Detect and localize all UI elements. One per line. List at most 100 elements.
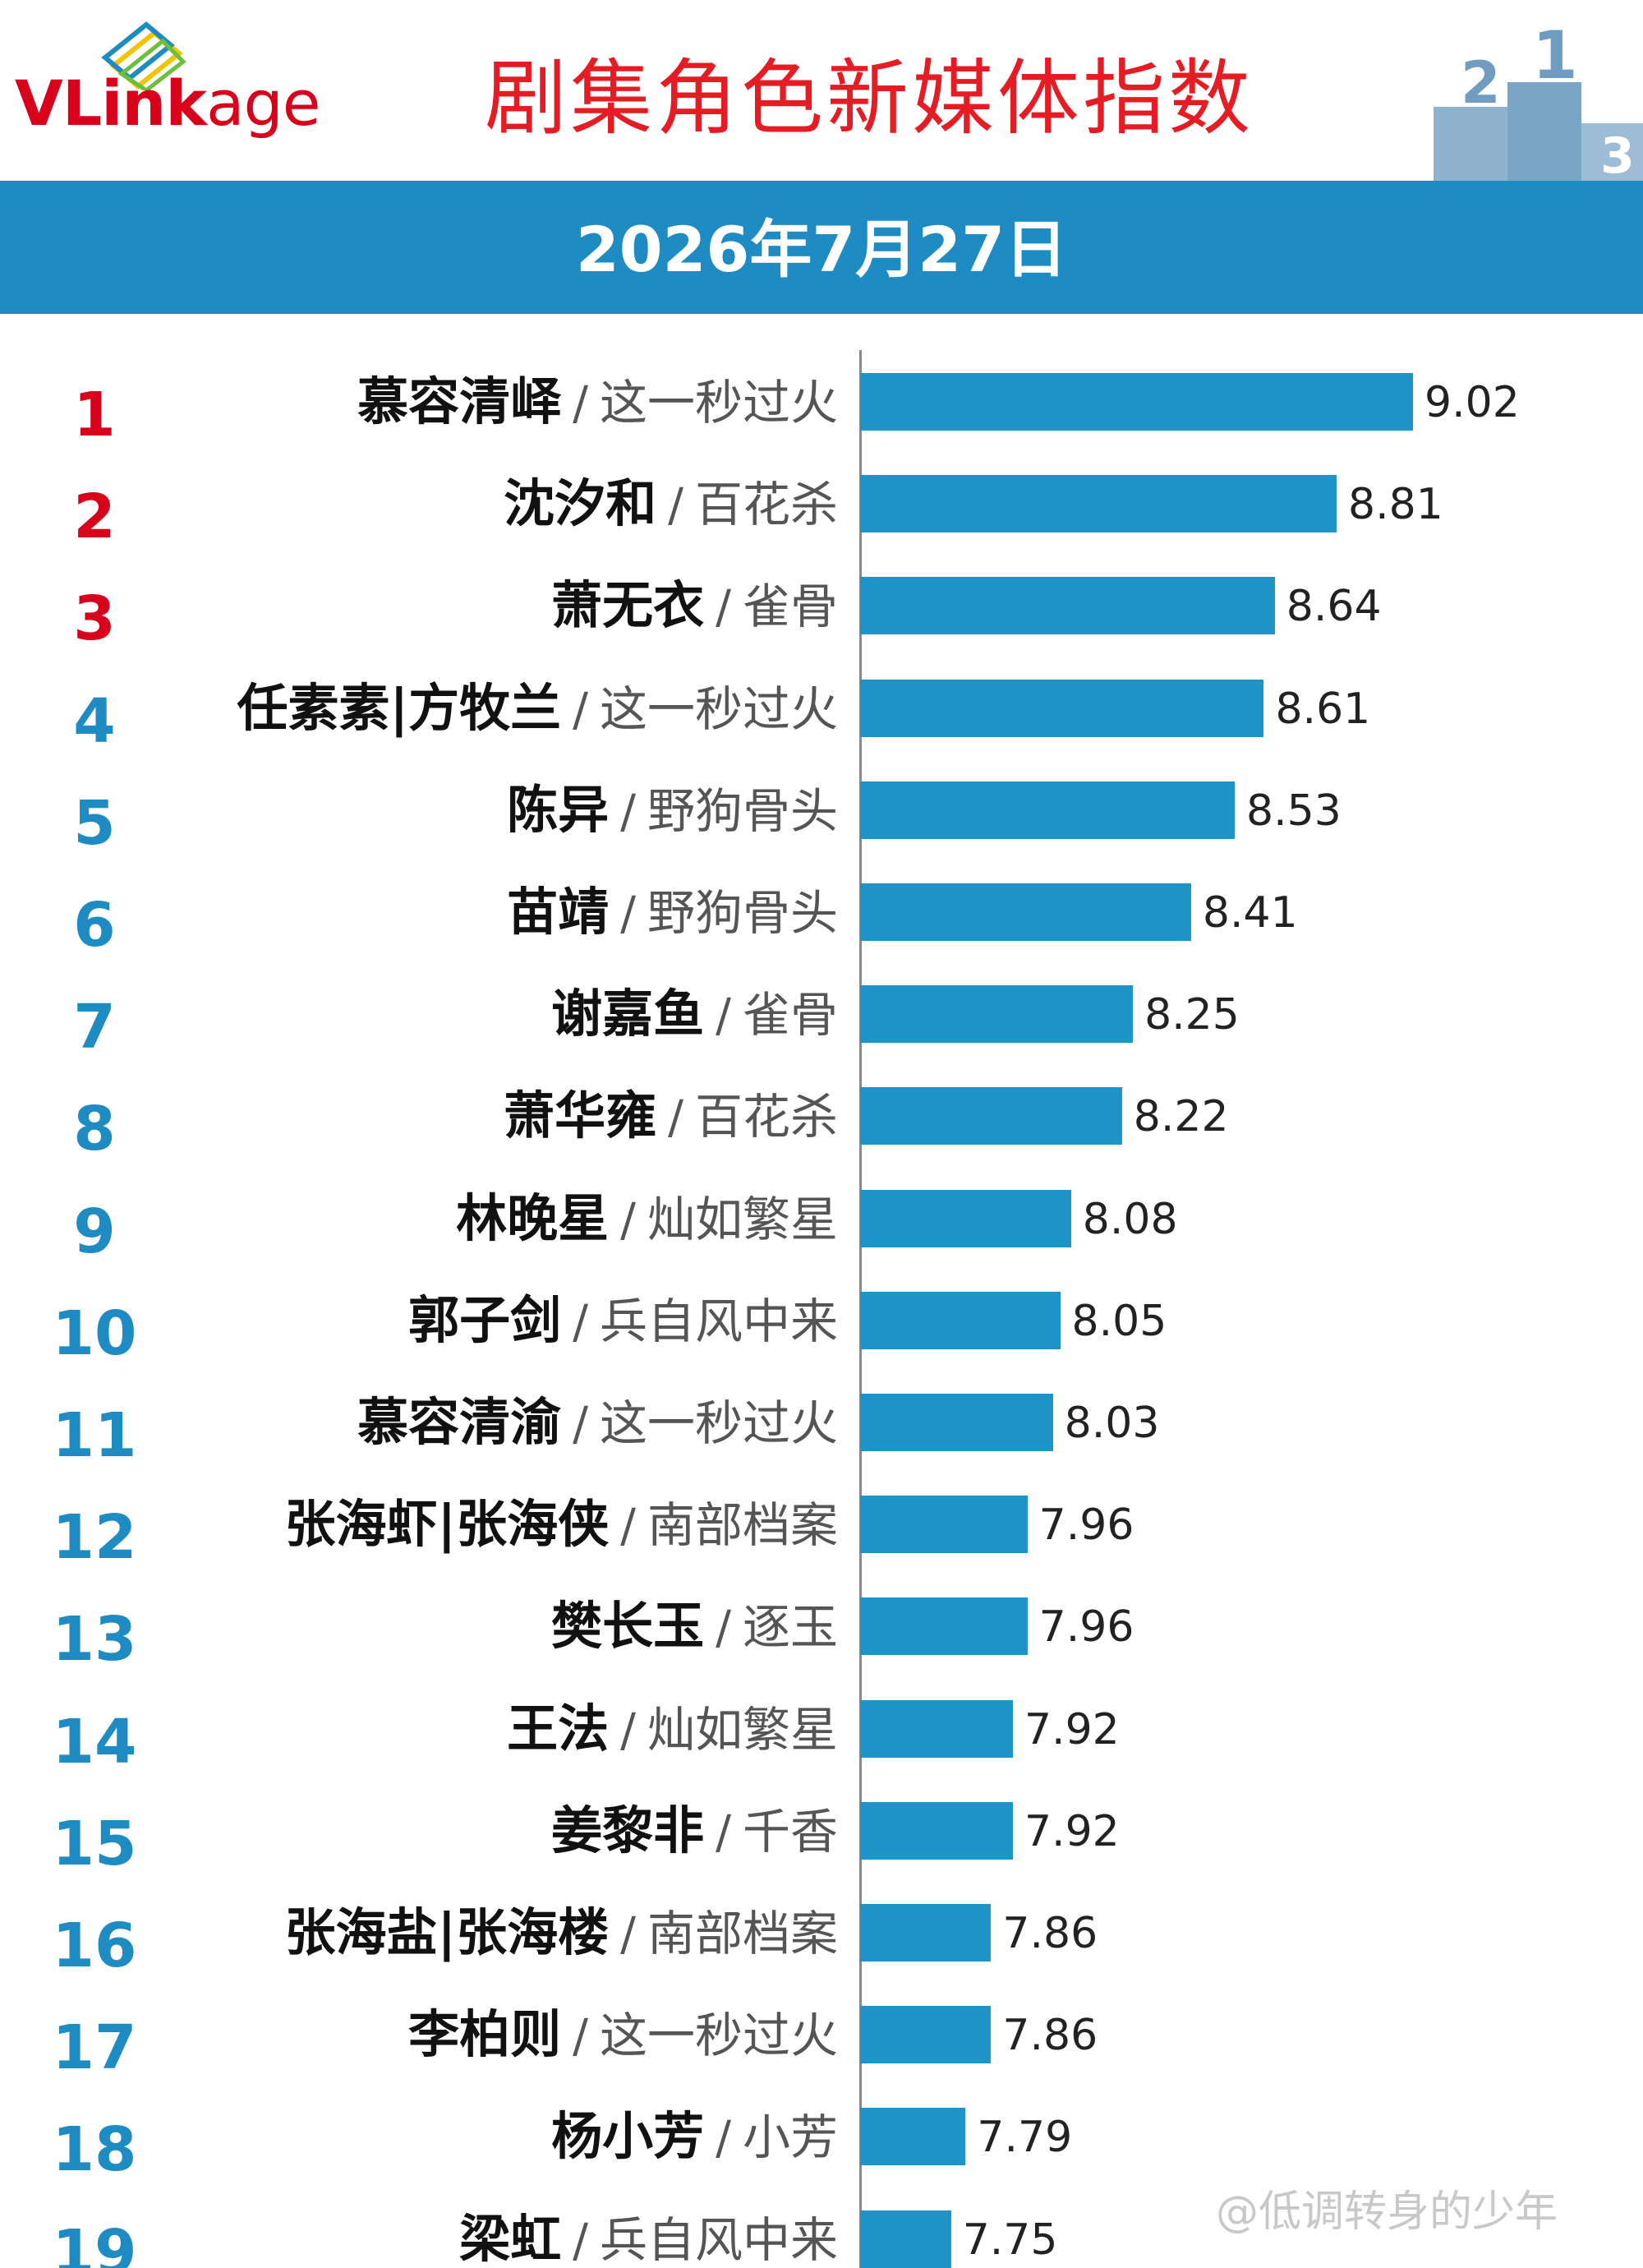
- row-label: 张海虾|张海侠 / 南部档案: [284, 1499, 838, 1550]
- show-title: 千香: [742, 1803, 838, 1860]
- separator: /: [573, 683, 588, 737]
- bar: [860, 1904, 992, 1961]
- show-title: 南部档案: [647, 1906, 838, 1961]
- row-label: 萧华雍 / 百花杀: [504, 1090, 838, 1141]
- bar: [860, 2210, 951, 2268]
- character-name: 萧无衣: [551, 575, 705, 636]
- separator: /: [573, 377, 588, 431]
- date-band: 2026年7月27日: [0, 181, 1643, 314]
- value-label: 8.22: [1133, 1092, 1229, 1142]
- row-label: 苗靖 / 野狗骨头: [507, 887, 838, 938]
- character-name: 姜黎非: [551, 1800, 705, 1860]
- rank-number: 6: [73, 890, 116, 961]
- watermark: @低调转身的少年: [1216, 2187, 1558, 2237]
- row-label: 姜黎非 / 千香: [551, 1805, 838, 1856]
- row-label: 沈汐和 / 百花杀: [504, 478, 838, 529]
- row-label: 杨小芳 / 小芳: [551, 2111, 838, 2162]
- separator: /: [620, 1500, 636, 1554]
- show-title: 这一秒过火: [599, 1395, 838, 1451]
- rank-number: 19: [52, 2216, 137, 2268]
- character-name: 樊长玉: [551, 1596, 705, 1657]
- separator: /: [716, 581, 731, 635]
- show-title: 这一秒过火: [599, 375, 838, 431]
- row-label: 慕容清渝 / 这一秒过火: [357, 1397, 838, 1448]
- row-label: 王法 / 灿如繁星: [507, 1703, 838, 1754]
- value-label: 7.86: [1002, 2011, 1098, 2061]
- show-title: 百花杀: [694, 1089, 838, 1146]
- bar: [860, 1189, 1071, 1247]
- value-label: 7.92: [1024, 1806, 1120, 1856]
- character-name: 沈汐和: [504, 473, 657, 534]
- row-label: 任素素|方牧兰 / 这一秒过火: [237, 682, 838, 737]
- separator: /: [668, 479, 683, 533]
- bar: [860, 781, 1236, 839]
- value-label: 8.41: [1202, 888, 1298, 938]
- separator: /: [716, 1805, 731, 1860]
- vlinkage-logo: VLinkage: [15, 16, 360, 156]
- rank-number: 13: [52, 1604, 137, 1676]
- bar: [860, 2006, 992, 2064]
- rank-number: 10: [52, 1298, 137, 1369]
- bar: [860, 883, 1191, 941]
- bar: [860, 1291, 1061, 1349]
- row-label: 梁虹 / 兵自风中来: [459, 2213, 838, 2268]
- character-name: 李柏则: [408, 2004, 562, 2065]
- character-name: 慕容清峄: [357, 371, 562, 431]
- separator: /: [716, 2112, 731, 2166]
- rank-number: 17: [52, 2012, 137, 2084]
- header: VLinkage 剧集角色新媒体指数 2 1 3: [0, 0, 1643, 181]
- show-title: 逐玉: [742, 1599, 838, 1656]
- rank-number: 5: [73, 787, 116, 859]
- show-title: 兵自风中来: [599, 1293, 838, 1349]
- rank-number: 3: [73, 583, 116, 655]
- row-label: 陈异 / 野狗骨头: [507, 782, 838, 839]
- podium-icon: 2 1 3: [1434, 17, 1643, 181]
- bar: [860, 577, 1275, 635]
- separator: /: [620, 1703, 636, 1758]
- bar: [860, 1597, 1028, 1656]
- value-label: 7.96: [1038, 1602, 1134, 1653]
- value-label: 8.53: [1246, 786, 1342, 836]
- row-label: 张海盐|张海楼 / 南部档案: [284, 1907, 838, 1958]
- value-label: 8.81: [1348, 480, 1443, 530]
- show-title: 雀骨: [742, 579, 838, 635]
- separator: /: [716, 1602, 731, 1656]
- row-label: 樊长玉 / 逐玉: [551, 1601, 838, 1652]
- bar: [860, 679, 1264, 737]
- value-label: 7.86: [1002, 1909, 1098, 1958]
- value-label: 8.08: [1082, 1194, 1178, 1244]
- podium-digit-2: 2: [1461, 49, 1501, 117]
- separator: /: [573, 2010, 588, 2064]
- show-title: 野狗骨头: [647, 782, 838, 839]
- rank-number: 7: [73, 992, 116, 1063]
- character-name: 苗靖: [507, 882, 610, 942]
- value-label: 8.03: [1064, 1399, 1160, 1448]
- show-title: 灿如繁星: [647, 1701, 838, 1758]
- separator: /: [573, 2214, 588, 2268]
- bar-chart: 1 慕容清峄 / 这一秒过火 9.02 2 沈汐和 / 百花杀 8.81 3 萧无衣 / 雀骨 8.64 4 任…: [0, 314, 1643, 2268]
- row-label: 慕容清峄 / 这一秒过火: [357, 376, 838, 427]
- row-label: 李柏则 / 这一秒过火: [408, 2009, 838, 2060]
- page-title: 剧集角色新媒体指数: [485, 50, 1254, 146]
- value-label: 9.02: [1424, 378, 1520, 427]
- logo-wordmark: VLinkage: [15, 67, 321, 140]
- row-label: 谢嘉鱼 / 雀骨: [551, 989, 838, 1040]
- show-title: 南部档案: [647, 1497, 838, 1554]
- character-name: 杨小芳: [551, 2106, 705, 2167]
- separator: /: [620, 1193, 636, 1247]
- rank-number: 14: [52, 1706, 137, 1777]
- separator: /: [573, 1398, 588, 1451]
- show-title: 这一秒过火: [599, 2008, 838, 2064]
- value-label: 8.61: [1275, 684, 1371, 734]
- value-label: 7.75: [962, 2215, 1058, 2265]
- bar: [860, 1496, 1028, 1554]
- bar: [860, 1087, 1122, 1146]
- value-label: 8.05: [1071, 1296, 1167, 1346]
- separator: /: [620, 785, 636, 839]
- character-name: 王法: [507, 1698, 610, 1759]
- row-label: 郭子剑 / 兵自风中来: [408, 1293, 838, 1349]
- bar: [860, 2108, 966, 2166]
- rank-number: 16: [52, 1911, 137, 1981]
- rank-number: 2: [73, 482, 116, 553]
